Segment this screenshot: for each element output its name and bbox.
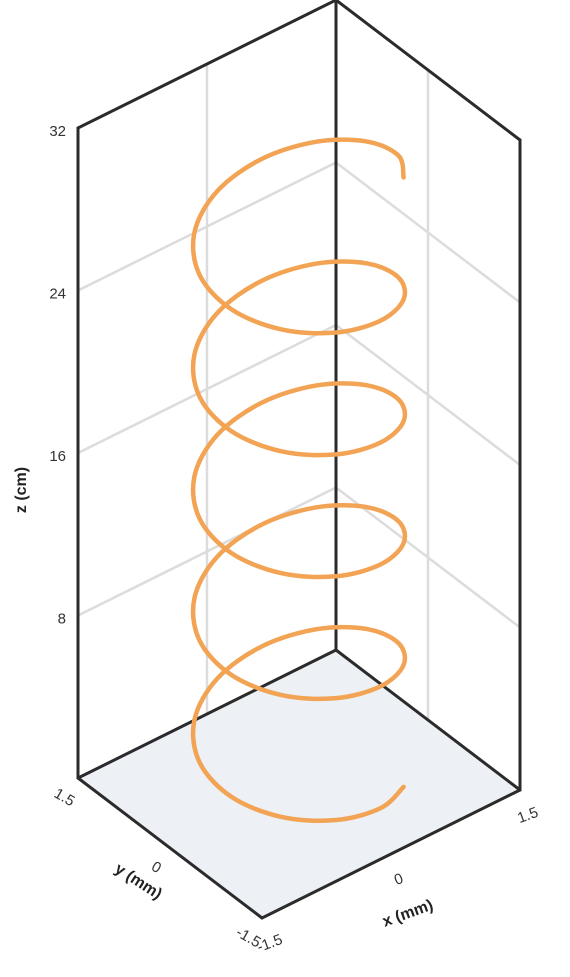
y-tick-label: 0 bbox=[148, 858, 164, 877]
x-tick-label: 0 bbox=[392, 870, 406, 889]
box-edge bbox=[260, 788, 522, 920]
helix-line bbox=[190, 137, 408, 823]
floor bbox=[78, 650, 520, 918]
z-tick-label: 24 bbox=[49, 285, 66, 302]
x-tick-label: 1.5 bbox=[515, 804, 540, 827]
z-axis-label: z (cm) bbox=[13, 467, 30, 513]
z-tick-label: 16 bbox=[49, 448, 66, 465]
z-tick-label: 32 bbox=[49, 123, 66, 140]
x-axis-label: x (mm) bbox=[380, 897, 435, 931]
box-edge bbox=[76, 776, 264, 920]
box-edge bbox=[76, 0, 338, 130]
y-tick-label: 1.5 bbox=[51, 785, 78, 810]
box-edge bbox=[76, 648, 338, 780]
box-edge bbox=[334, 648, 522, 792]
box-edge bbox=[334, 0, 522, 142]
z-tick-label: 8 bbox=[58, 610, 66, 627]
